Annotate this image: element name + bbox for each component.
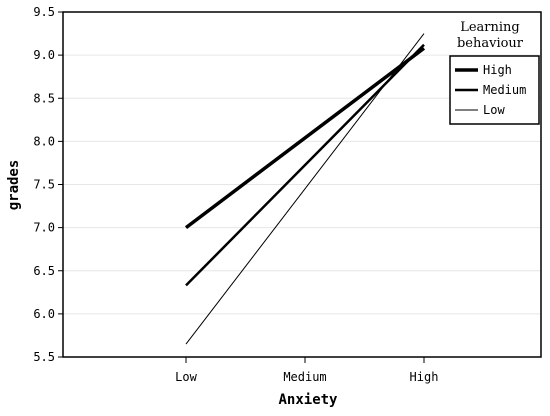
- series-lines: [184, 33, 426, 345]
- legend: Learning behaviour High Medium Low: [449, 20, 540, 125]
- x-axis-title: Anxiety: [278, 392, 338, 408]
- x-tick-label: Medium: [283, 370, 326, 384]
- y-tick-label: 9.0: [33, 48, 55, 62]
- y-tick-label: 7.5: [33, 178, 55, 192]
- legend-title-line2: behaviour: [457, 36, 524, 51]
- y-axis-title: grades: [6, 160, 22, 211]
- y-tick-label: 5.5: [33, 350, 55, 364]
- tick-marks: [58, 11, 425, 363]
- x-tick-labels: Low Medium High: [175, 370, 438, 384]
- series-line-high: [184, 46, 426, 230]
- legend-label-high: High: [483, 63, 512, 77]
- legend-title-line1: Learning: [460, 20, 520, 35]
- y-tick-label: 9.5: [33, 5, 55, 19]
- x-tick-label: High: [410, 370, 439, 384]
- y-tick-label: 6.0: [33, 307, 55, 321]
- y-tick-labels: 5.5 6.0 6.5 7.0 7.5 8.0 8.5 9.0 9.5: [33, 5, 55, 364]
- x-tick-label: Low: [175, 370, 197, 384]
- y-tick-label: 6.5: [33, 264, 55, 278]
- legend-label-medium: Medium: [483, 83, 526, 97]
- y-tick-label: 8.5: [33, 91, 55, 105]
- y-tick-label: 8.0: [33, 134, 55, 148]
- series-line-low: [185, 33, 425, 345]
- legend-label-low: Low: [483, 103, 505, 117]
- y-tick-label: 7.0: [33, 221, 55, 235]
